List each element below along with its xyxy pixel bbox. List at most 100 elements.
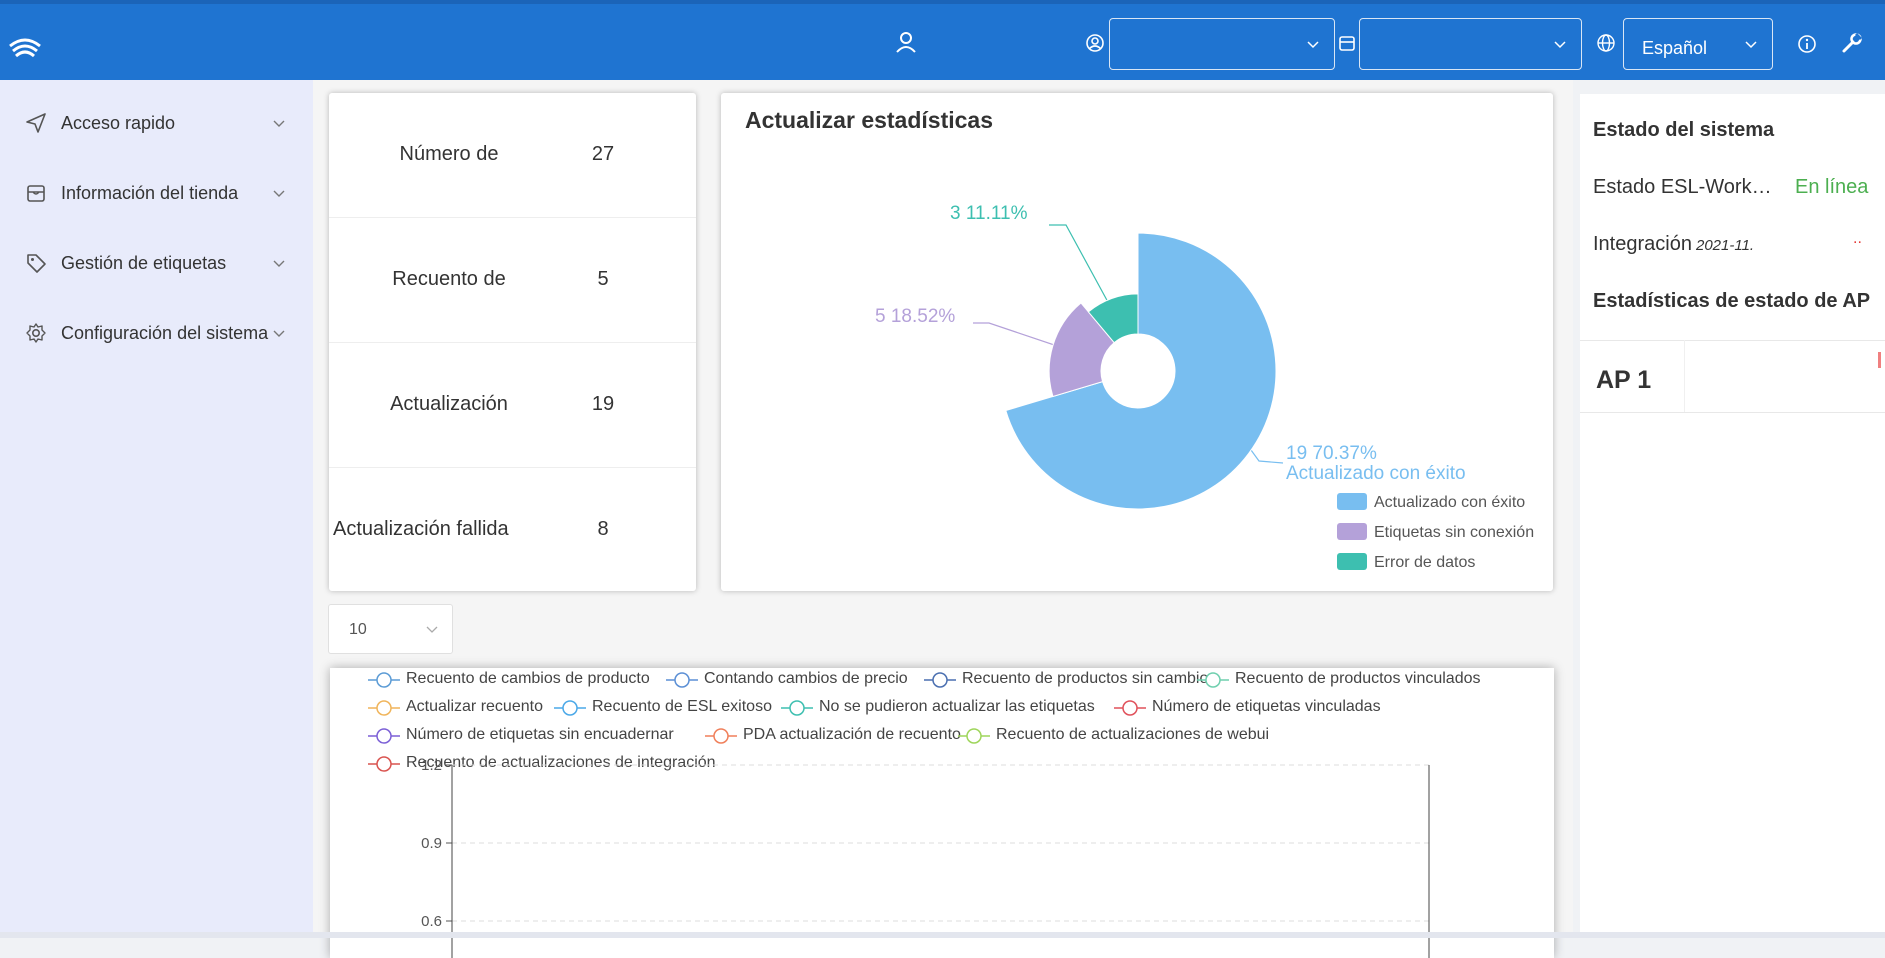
wrench-icon[interactable] [1841,32,1863,54]
store-icon [1339,36,1355,51]
pie-slice-success[interactable] [1005,232,1277,510]
store-select[interactable] [1359,18,1582,70]
legend-label: Recuento de ESL exitoso [592,698,772,715]
stats-card: Número de 27 Recuento de 5 Actualización… [329,93,696,591]
top-bar: Español [0,0,1885,80]
ap-stats-title: Estadísticas de estado de AP [1593,290,1871,312]
pie-chart[interactable]: 3 11.11% 5 18.52% 19 70.37% Actualizado … [721,93,1553,591]
pie-leader-error [1049,224,1122,327]
line-chart-card: Recuento de cambios de producto Contando … [330,668,1554,958]
stat-row: Actualización fallida 8 [329,468,696,593]
pie-slice-offline[interactable] [1048,302,1115,398]
bottom-edge [0,932,1885,938]
account-icon [1086,34,1104,52]
divider [1684,340,1685,412]
language-value: Español [1642,38,1708,58]
legend-label: Número de etiquetas sin encuadernar [406,726,674,743]
stat-name: Recuento de [392,268,506,290]
legend-label[interactable]: Etiquetas sin conexión [1374,524,1534,541]
page-size-select[interactable]: 10 [328,604,453,654]
integration-date: 2021-11. [1696,237,1755,254]
pie-title: Actualizar estadísticas [745,107,994,133]
chevron-down-icon [273,190,285,197]
page-size-value: 10 [349,621,367,638]
pie-card: Actualizar estadísticas 3 11.11% 5 18.52… [721,93,1553,591]
divider [1580,412,1885,413]
sidebar-item-label: Información del tienda [61,183,239,203]
legend-swatch-success [1337,493,1367,510]
chevron-down-icon [1745,41,1757,49]
integration-label: Integración [1593,233,1692,255]
chevron-down-icon [426,626,438,633]
store-icon [27,185,45,202]
legend-label: Actualizar recuento [406,698,543,715]
tag-icon [27,254,46,273]
system-status-title: Estado del sistema [1593,119,1775,141]
pie-leader-offline [973,322,1079,354]
pie-slice-error[interactable] [1087,293,1139,344]
account-select[interactable] [1109,18,1335,70]
legend-label: Recuento de productos vinculados [1235,670,1481,687]
esl-work-status: En línea [1795,176,1869,198]
stat-row: Número de 27 [329,93,696,218]
legend-marker-icon [368,728,400,744]
pie-label-success-name: Actualizado con éxito [1286,463,1466,484]
pie-label-offline: 5 18.52% [875,306,955,327]
divider [1580,340,1885,341]
language-select[interactable]: Español [1623,18,1773,70]
legend-label: Recuento de cambios de producto [406,670,650,687]
sidebar-item-system-config[interactable]: Configuración del sistema [0,308,313,358]
stat-value: 5 [597,268,609,290]
legend-label[interactable]: Actualizado con éxito [1374,494,1525,511]
legend-marker-icon [705,728,737,744]
legend-marker-icon [958,728,990,744]
legend-label: Recuento de productos sin cambios [962,670,1217,687]
pie-leader-success [1250,449,1284,464]
legend-marker-icon [368,700,400,716]
stat-value: 19 [591,393,615,415]
sidebar-item-store-info[interactable]: Información del tienda [0,168,313,218]
esl-work-label: Estado ESL-Work… [1593,176,1772,198]
ap-name: AP 1 [1596,366,1652,394]
sidebar-item-tag-management[interactable]: Gestión de etiquetas [0,238,313,288]
legend-label: Contando cambios de precio [704,670,908,687]
chevron-down-icon [273,260,285,267]
stat-value: 27 [591,143,615,165]
legend-swatch-error [1337,553,1367,570]
chevron-down-icon [273,120,285,127]
stat-name: Actualización fallida [333,518,509,540]
sidebar-item-label: Acceso rapido [61,113,176,133]
globe-icon [1597,34,1615,52]
legend-marker-icon [666,672,698,688]
integration-status: .. [1853,230,1862,247]
stat-name: Número de [399,143,499,165]
legend-marker-icon [368,756,400,772]
sidebar-item-quick-access[interactable]: Acceso rapido [0,98,313,148]
stat-row: Actualización 19 [329,343,696,468]
info-icon[interactable] [1797,34,1817,54]
pie-label-error: 3 11.11% [950,203,1028,224]
pie-label-success-value: 19 70.37% [1286,443,1377,464]
ap-status-indicator [1878,352,1881,368]
y-tick-label: 1.2 [421,757,442,774]
sidebar: Acceso rapido Información del tienda Ges… [0,80,313,938]
legend-marker-icon [1197,672,1229,688]
legend-label: Recuento de actualizaciones de integraci… [406,754,716,771]
chevron-down-icon [1554,41,1566,49]
legend-label[interactable]: Error de datos [1374,554,1475,571]
legend-label: PDA actualización de recuento [743,726,961,743]
legend-marker-icon [368,672,400,688]
legend-marker-icon [781,700,813,716]
legend-label: Recuento de actualizaciones de webui [996,726,1270,743]
legend-label: Número de etiquetas vinculadas [1152,698,1381,715]
logo-icon[interactable] [8,32,42,60]
stat-name: Actualización [390,393,508,415]
stat-value: 8 [597,518,609,540]
line-chart[interactable]: 1.2 0.9 0.6 [330,668,1554,958]
send-icon [26,113,46,133]
gear-icon [26,323,46,343]
y-tick-label: 0.6 [421,913,442,930]
user-icon[interactable] [896,31,916,53]
legend-marker-icon [554,700,586,716]
stat-row: Recuento de 5 [329,218,696,343]
